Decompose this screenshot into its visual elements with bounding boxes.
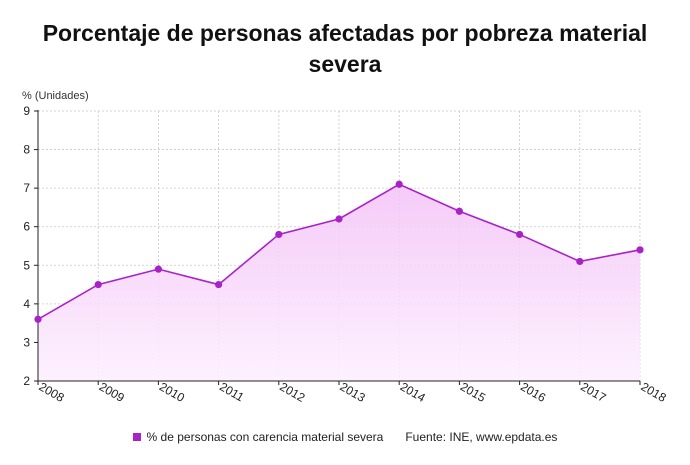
x-tick-labels: 2008 2009 2010 2011 2012 2013 2014 2015 2016 2017… — [37, 379, 669, 405]
y-tick-label: 4 — [23, 297, 30, 311]
y-tick-labels: 2 3 4 5 6 7 8 9 — [23, 104, 30, 388]
series-area — [38, 184, 640, 381]
legend-series-label: % de personas con carencia material seve… — [146, 430, 384, 444]
source-label: Fuente: INE, www.epdata.es — [405, 430, 558, 444]
y-tick-label: 3 — [23, 335, 30, 349]
data-point — [516, 230, 524, 239]
data-point — [636, 246, 644, 254]
data-point — [455, 207, 463, 215]
series-points — [34, 180, 644, 323]
x-tick-label: 2010 — [157, 379, 187, 405]
data-point — [275, 230, 283, 239]
y-tick-label: 7 — [23, 181, 30, 195]
x-tick-label: 2008 — [37, 379, 67, 405]
axes — [34, 110, 641, 385]
x-tick-label: 2012 — [277, 379, 307, 405]
y-tick-label: 9 — [23, 104, 30, 118]
x-tick-label: 2015 — [458, 379, 488, 405]
data-point — [335, 215, 343, 223]
y-tick-label: 2 — [23, 374, 30, 388]
x-tick-label: 2016 — [518, 379, 548, 405]
data-point — [154, 265, 162, 273]
data-point — [576, 257, 584, 266]
y-tick-label: 8 — [23, 143, 30, 157]
x-tick-label: 2014 — [398, 379, 428, 405]
legend-swatch — [132, 433, 141, 441]
x-tick-label: 2018 — [639, 379, 669, 405]
x-tick-label: 2011 — [217, 379, 247, 404]
y-axis-unit-label: % (Unidades) — [22, 90, 89, 102]
x-tick-label: 2017 — [578, 379, 608, 405]
legend: % de personas con carencia material seve… — [0, 430, 690, 444]
data-point — [395, 180, 403, 188]
y-tick-label: 6 — [23, 220, 30, 234]
x-tick-label: 2009 — [97, 379, 127, 405]
chart-title: Porcentaje de personas afectadas por pob… — [42, 20, 648, 77]
x-tick-label: 2013 — [338, 379, 368, 405]
data-point — [34, 315, 42, 323]
data-point — [215, 280, 223, 289]
y-tick-label: 5 — [23, 258, 30, 272]
data-point — [94, 280, 102, 289]
